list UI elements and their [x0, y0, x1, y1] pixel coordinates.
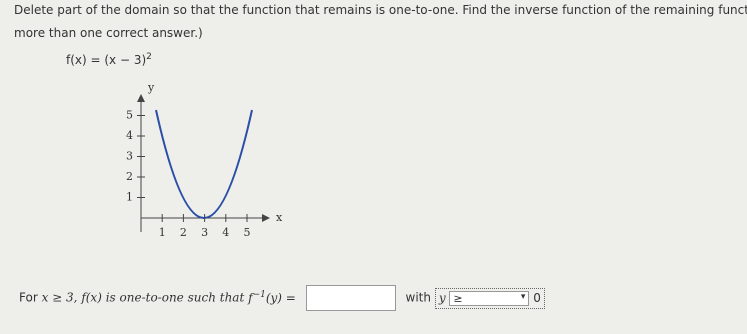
text: f: [248, 290, 253, 305]
answer-input[interactable]: [305, 285, 396, 311]
exponent: 2: [146, 52, 152, 62]
arrow: [137, 94, 145, 102]
x-tick-label: 3: [201, 226, 208, 239]
inverse: f−1(y) =: [248, 289, 296, 305]
question-line: Delete part of the domain so that the fu…: [14, 3, 747, 17]
x-tick-label: 2: [180, 226, 187, 239]
axis-label: y: [147, 81, 155, 94]
answer-line: For x ≥ 3, f(x) is one-to-one such that …: [19, 285, 545, 311]
relation-dropdown[interactable]: ≥ ▾: [449, 290, 530, 306]
y-tick-label: 2: [126, 170, 133, 183]
y-tick-label: 5: [126, 109, 133, 122]
text: (y) =: [265, 290, 296, 305]
axis-label: x: [276, 211, 283, 224]
x-tick-label: 1: [159, 226, 166, 239]
text: f(x) is one-to-one such that: [81, 290, 245, 305]
y-tick-label: 3: [126, 150, 133, 163]
condition: x ≥ 3,: [41, 290, 78, 305]
bound: 0: [533, 290, 541, 305]
y-tick-label: 1: [126, 191, 133, 204]
curve: [155, 109, 253, 219]
function: f(x) = (x − 3)2: [66, 52, 152, 67]
function-text: f(x) = (x − 3): [66, 53, 147, 67]
condition-box: y ≥ ▾ 0: [434, 287, 545, 309]
question-line: more than one correct answer.): [14, 26, 203, 40]
exponent: −1: [252, 289, 266, 300]
selected: ≥: [453, 291, 463, 305]
arrow: [262, 214, 270, 222]
text: with: [405, 290, 431, 305]
x-tick-label: 5: [244, 226, 251, 239]
y-tick-label: 4: [126, 129, 133, 142]
text: For: [19, 290, 38, 305]
caret: ▾: [520, 291, 526, 302]
x-tick-label: 4: [222, 226, 229, 239]
variable: y: [438, 290, 446, 305]
